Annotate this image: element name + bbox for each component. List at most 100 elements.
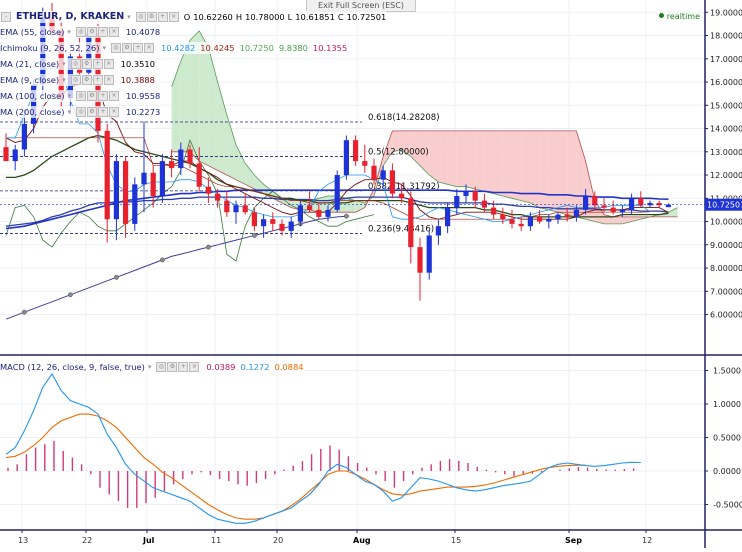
candle-body[interactable] bbox=[527, 216, 533, 227]
candle-body[interactable] bbox=[187, 149, 193, 164]
candle-body[interactable] bbox=[21, 123, 27, 150]
candle-body[interactable] bbox=[178, 149, 184, 169]
candle-body[interactable] bbox=[509, 219, 515, 224]
macd-controls[interactable]: ◎ ⚙ + × bbox=[156, 362, 200, 372]
legend-ma100-controls[interactable]: ◎ ⚙ + × bbox=[75, 91, 119, 101]
candle-body[interactable] bbox=[371, 165, 377, 180]
candle-body[interactable] bbox=[224, 200, 230, 213]
chevron-down-icon[interactable]: ▾ bbox=[62, 60, 66, 68]
candle-body[interactable] bbox=[638, 198, 644, 206]
candle-body[interactable] bbox=[592, 195, 598, 206]
candle-body[interactable] bbox=[343, 140, 349, 176]
legend-ma21-value-1: 10.3510 bbox=[120, 59, 155, 69]
candle-body[interactable] bbox=[169, 161, 175, 169]
candle-body[interactable] bbox=[307, 205, 313, 210]
symbol-name[interactable]: ETHEUR, D, KRAKEN bbox=[16, 11, 125, 22]
ohlc-low-label: L bbox=[287, 12, 293, 22]
legend-ichimoku-label[interactable]: Ichimoku (9, 26, 52, 26) bbox=[0, 43, 100, 53]
candle-body[interactable] bbox=[555, 214, 561, 220]
candle-body[interactable] bbox=[270, 219, 276, 224]
candle-body[interactable] bbox=[196, 163, 202, 187]
candle-body[interactable] bbox=[408, 198, 414, 248]
candle-body[interactable] bbox=[601, 205, 607, 208]
macd-label[interactable]: MACD (12, 26, close, 9, false, true) bbox=[0, 362, 145, 372]
candle-body[interactable] bbox=[463, 191, 469, 196]
candle-body[interactable] bbox=[325, 209, 331, 217]
candle-body[interactable] bbox=[49, 16, 55, 31]
ichimoku-cloud-segment bbox=[521, 130, 531, 203]
candle-body[interactable] bbox=[380, 170, 386, 180]
series-controls[interactable]: ◎ ⚙ + × bbox=[135, 12, 179, 22]
ichimoku-cloud-segment bbox=[199, 30, 209, 166]
chevron-down-icon[interactable]: ▾ bbox=[62, 76, 66, 84]
chevron-down-icon[interactable]: ▾ bbox=[127, 13, 131, 21]
chevron-down-icon[interactable]: ▾ bbox=[67, 28, 71, 36]
candle-body[interactable] bbox=[537, 216, 543, 222]
chevron-down-icon[interactable]: ▾ bbox=[67, 108, 71, 116]
candle-body[interactable] bbox=[417, 247, 423, 273]
candle-body[interactable] bbox=[104, 130, 110, 220]
candle-body[interactable] bbox=[564, 214, 570, 217]
chevron-down-icon[interactable]: ▾ bbox=[147, 363, 152, 371]
candle-body[interactable] bbox=[12, 149, 18, 162]
candle-body[interactable] bbox=[334, 175, 340, 210]
candle-body[interactable] bbox=[261, 219, 267, 227]
candle-body[interactable] bbox=[123, 161, 129, 224]
candle-body[interactable] bbox=[113, 161, 119, 220]
legend-ema55-label[interactable]: EMA (55, close) bbox=[0, 27, 65, 37]
candle-body[interactable] bbox=[629, 198, 635, 210]
candle-body[interactable] bbox=[610, 207, 616, 213]
chevron-down-icon[interactable]: ▾ bbox=[67, 92, 71, 100]
candle-body[interactable] bbox=[132, 184, 138, 224]
candle-body[interactable] bbox=[583, 195, 589, 210]
legend-ema9-label[interactable]: EMA (9, close) bbox=[0, 75, 60, 85]
candle-body[interactable] bbox=[316, 209, 322, 217]
legend-ema55-controls[interactable]: ◎ ⚙ + × bbox=[75, 27, 119, 37]
candle-body[interactable] bbox=[251, 212, 257, 227]
candle-body[interactable] bbox=[454, 195, 460, 208]
candle-body[interactable] bbox=[573, 209, 579, 217]
candle-body[interactable] bbox=[150, 172, 156, 196]
candle-body[interactable] bbox=[546, 219, 552, 222]
candle-body[interactable] bbox=[399, 193, 405, 199]
candle-body[interactable] bbox=[647, 202, 653, 206]
candle-body[interactable] bbox=[205, 186, 211, 194]
collapse-icon[interactable]: - bbox=[1, 12, 11, 22]
legend-ma200-controls[interactable]: ◎ ⚙ + × bbox=[75, 107, 119, 117]
candle-body[interactable] bbox=[242, 205, 248, 213]
candle-body[interactable] bbox=[518, 223, 524, 227]
candle-body[interactable] bbox=[141, 172, 147, 185]
candle-body[interactable] bbox=[31, 84, 37, 124]
time-axis-label: 12 bbox=[642, 536, 652, 545]
candle-body[interactable] bbox=[481, 200, 487, 208]
legend-ma100-label[interactable]: MA (100, close) bbox=[0, 91, 65, 101]
candle-body[interactable] bbox=[362, 161, 368, 166]
candle-body[interactable] bbox=[297, 205, 303, 222]
legend-ema9-controls[interactable]: ◎ ⚙ + × bbox=[70, 75, 114, 85]
candle-body[interactable] bbox=[491, 207, 497, 215]
candle-body[interactable] bbox=[215, 193, 221, 201]
candle-body[interactable] bbox=[159, 161, 165, 196]
chevron-down-icon[interactable]: ▾ bbox=[102, 44, 106, 52]
candle-body[interactable] bbox=[435, 226, 441, 236]
candle-body[interactable] bbox=[389, 170, 395, 194]
candle-body[interactable] bbox=[288, 221, 294, 231]
candle-body[interactable] bbox=[445, 207, 451, 227]
candle-body[interactable] bbox=[426, 235, 432, 273]
candle-body[interactable] bbox=[656, 202, 662, 206]
candle-body[interactable] bbox=[500, 214, 506, 220]
candle-body[interactable] bbox=[279, 223, 285, 231]
candle-body[interactable] bbox=[619, 209, 625, 213]
legend-ma200-label[interactable]: MA (200, close) bbox=[0, 107, 65, 117]
candle-body[interactable] bbox=[233, 205, 239, 213]
ohlc-high: 10.78000 bbox=[245, 12, 285, 22]
legend-ma21-controls[interactable]: ◎ ⚙ + × bbox=[70, 59, 114, 69]
legend-ichimoku-controls[interactable]: ◎ ⚙ + × bbox=[110, 43, 154, 53]
candle-body[interactable] bbox=[3, 147, 9, 162]
candle-body[interactable] bbox=[472, 191, 478, 201]
candle-body[interactable] bbox=[353, 140, 359, 162]
legend-ma21-label[interactable]: MA (21, close) bbox=[0, 59, 60, 69]
candle-body[interactable] bbox=[665, 204, 671, 208]
legend-ichimoku-value-4: 9.8380 bbox=[278, 43, 308, 53]
